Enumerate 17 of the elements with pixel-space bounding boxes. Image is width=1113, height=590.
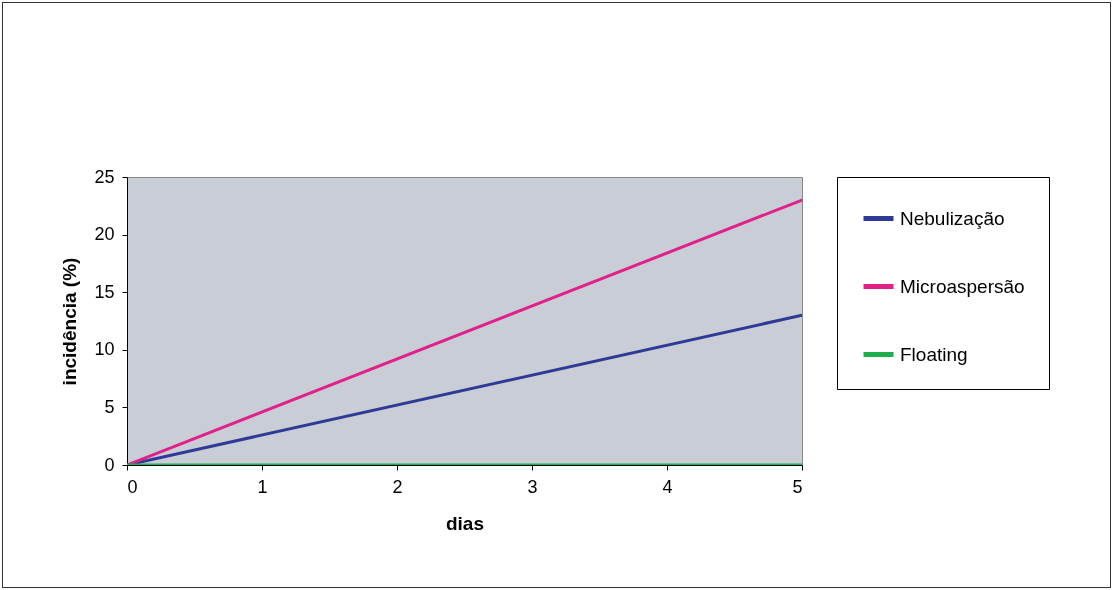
legend-label: Floating — [900, 343, 968, 365]
legend-label: Microaspersão — [900, 275, 1025, 297]
x-tick-label: 4 — [662, 476, 673, 497]
x-tick-label: 1 — [257, 476, 268, 497]
x-tick-label: 2 — [392, 476, 403, 497]
legend-label: Nebulização — [900, 207, 1005, 229]
x-tick-label: 0 — [127, 476, 138, 497]
y-tick-label: 15 — [94, 281, 115, 302]
y-tick-label: 5 — [104, 396, 115, 417]
y-tick-label: 10 — [94, 339, 115, 360]
x-axis-title: dias — [445, 512, 485, 534]
x-tick-label: 5 — [792, 476, 803, 497]
x-tick-label: 3 — [527, 476, 538, 497]
y-tick-label: 20 — [94, 224, 115, 245]
y-tick-label: 25 — [94, 166, 115, 187]
y-axis-title: incidência (%) — [59, 257, 81, 386]
y-tick-label: 0 — [104, 454, 115, 475]
